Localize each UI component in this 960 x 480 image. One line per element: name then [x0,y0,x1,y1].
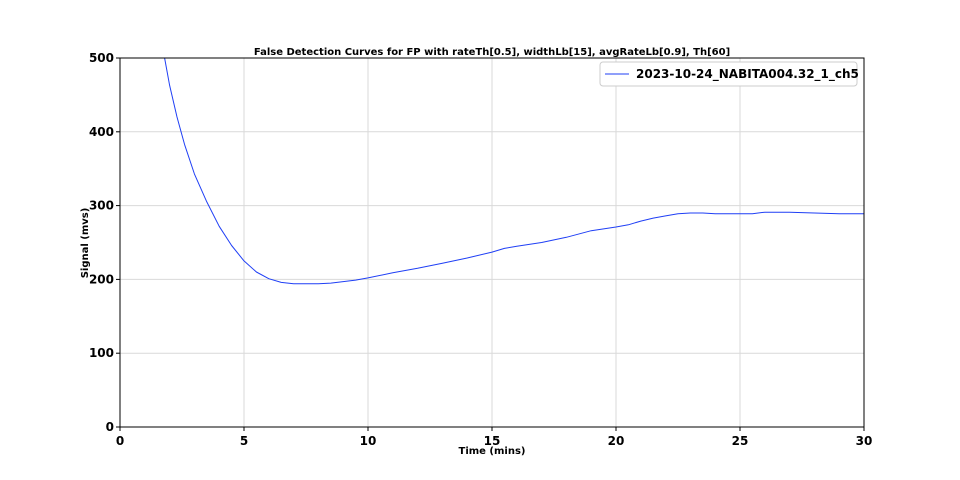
y-tick-label: 0 [106,420,114,434]
x-tick-label: 30 [856,434,873,448]
series-line [164,57,864,285]
y-tick-label: 400 [89,125,114,139]
x-tick-label: 10 [360,434,377,448]
x-axis: 0 5 10 15 20 25 30 [116,427,873,448]
chart-title: False Detection Curves for FP with rateT… [254,47,730,58]
y-tick-label: 500 [89,51,114,65]
grid [119,57,865,428]
y-axis: 0 100 200 300 400 500 [89,51,120,434]
legend-label: 2023-10-24_NABITA004.32_1_ch5 [636,67,859,82]
x-tick-label: 5 [240,434,248,448]
y-tick-label: 100 [89,346,114,360]
x-tick-label: 20 [608,434,625,448]
x-tick-label: 0 [116,434,124,448]
series-layer [164,57,864,285]
x-axis-label: Time (mins) [459,446,526,457]
legend-box [599,61,858,87]
x-tick-label: 25 [732,434,749,448]
legend: 2023-10-24_NABITA004.32_1_ch5 [599,61,859,87]
y-tick-label: 200 [89,272,114,286]
y-tick-label: 300 [89,199,114,213]
y-axis-label: Signal (mvs) [80,208,91,279]
x-tick-label: 15 [484,434,501,448]
